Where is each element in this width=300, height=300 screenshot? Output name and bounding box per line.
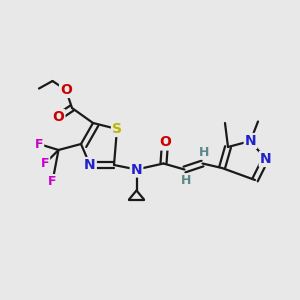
Text: S: S: [112, 122, 122, 136]
Text: N: N: [260, 152, 271, 166]
Text: N: N: [131, 163, 142, 176]
Text: O: O: [159, 136, 171, 149]
Text: F: F: [35, 137, 43, 151]
Text: O: O: [52, 110, 64, 124]
Text: N: N: [84, 158, 96, 172]
Text: F: F: [48, 175, 57, 188]
Text: O: O: [60, 83, 72, 97]
Text: H: H: [199, 146, 209, 159]
Text: N: N: [245, 134, 256, 148]
Text: H: H: [181, 174, 191, 188]
Text: F: F: [41, 157, 49, 170]
